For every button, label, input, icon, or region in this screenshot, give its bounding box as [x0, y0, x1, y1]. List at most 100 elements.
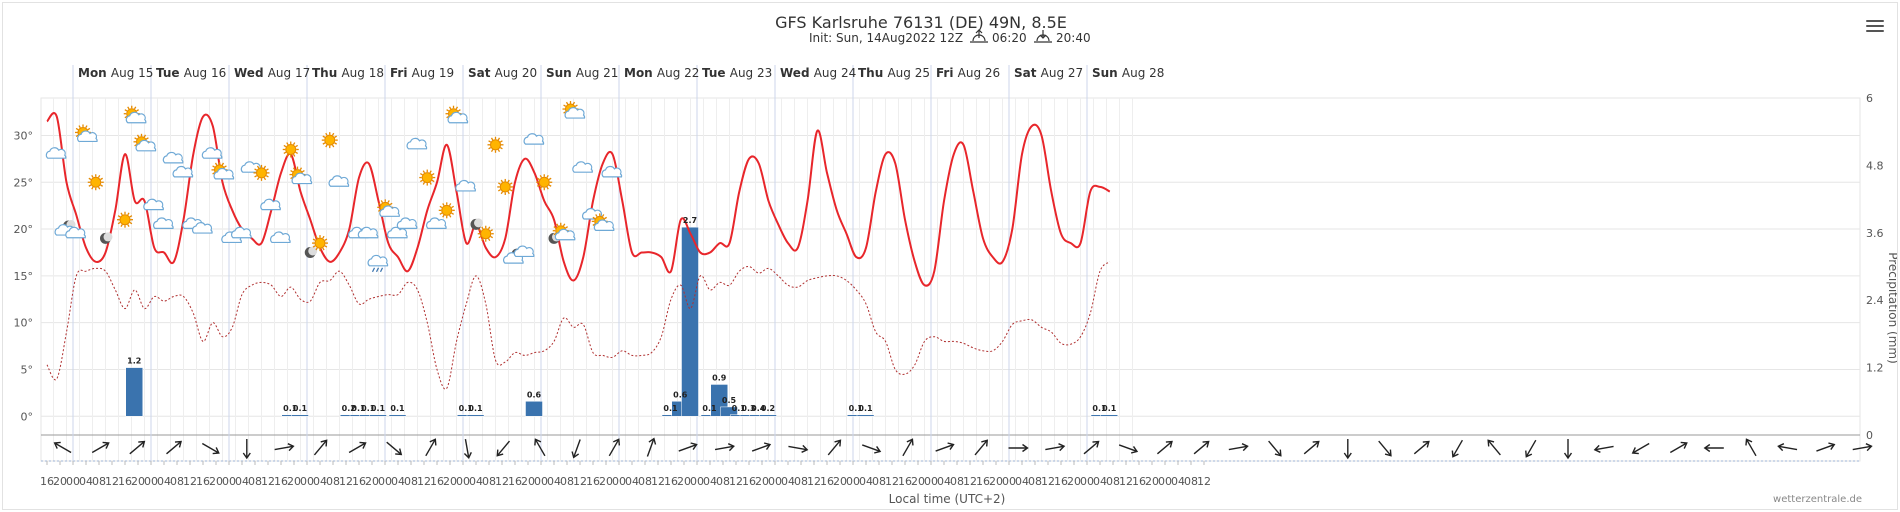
precip-bar-label: 0.6: [673, 390, 688, 399]
sun-ray: [301, 170, 305, 173]
wind-shaft: [55, 442, 72, 454]
hour-tick-label: 04: [1093, 475, 1107, 488]
wind-arrow-icon: [751, 442, 772, 452]
sun-ray: [324, 245, 328, 248]
hour-tick-label: 04: [937, 475, 951, 488]
wind-head: [1593, 444, 1601, 453]
sun-ray: [283, 144, 287, 148]
day-weekday: Sat: [1014, 66, 1041, 80]
precip-bar-label: 1.2: [127, 357, 141, 366]
sun-ray: [553, 226, 557, 229]
wind-shaft: [497, 440, 511, 456]
wind-shaft: [1413, 441, 1429, 455]
sun-icon: [419, 169, 436, 186]
sun-ray: [536, 177, 540, 181]
sun-ray: [263, 165, 267, 169]
sun-disc: [256, 167, 267, 179]
hour-tick-label: 08: [560, 475, 574, 488]
y-right-tick: 3.6: [1866, 227, 1884, 240]
day-label: Fri Aug 26: [936, 66, 1000, 80]
cloud-shape: [143, 198, 164, 211]
hour-tick-label: 00: [66, 475, 80, 488]
precip-bar-label: 0.1: [351, 404, 366, 413]
hour-tick-label: 12: [885, 475, 899, 488]
sun-ray: [387, 200, 390, 203]
precip-bar-label: 0.1: [858, 404, 873, 413]
sun-ray: [507, 191, 510, 195]
hour-tick-label: 04: [859, 475, 873, 488]
day-date: Aug 22: [657, 66, 700, 80]
hour-tick-label: 08: [170, 475, 184, 488]
sun-ray: [548, 184, 552, 187]
y-left-tick: 5°: [21, 363, 34, 376]
hour-tick-label: 20: [989, 475, 1003, 488]
precip-bar: [759, 414, 777, 417]
sun-ray: [265, 168, 269, 171]
sun-disc: [119, 214, 131, 226]
sun-icon: [87, 174, 104, 191]
sun-ray: [254, 175, 258, 178]
sun-ray: [429, 170, 432, 174]
hour-tick-label: 20: [209, 475, 223, 488]
sun-ray: [286, 153, 289, 157]
sun-ray: [377, 202, 381, 206]
precip-bar-label: 0.1: [702, 404, 717, 413]
wind-shaft: [1816, 444, 1834, 452]
wind-head: [648, 437, 657, 445]
wind-shaft: [827, 440, 841, 456]
hour-tick-label: 08: [404, 475, 418, 488]
sun-ray: [546, 186, 549, 190]
cloud-shape: [201, 147, 223, 159]
y-right-tick: 2.4: [1866, 294, 1884, 307]
y-right-tick: 6: [1866, 92, 1873, 105]
sun-disc: [441, 204, 453, 216]
sun-ray: [556, 223, 559, 227]
dewpoint-line: [46, 261, 1111, 390]
day-label: Wed Aug 17: [234, 66, 310, 80]
sun-ray: [134, 143, 138, 147]
hour-tick-label: 04: [547, 475, 561, 488]
wind-head: [690, 442, 698, 450]
sun-ray: [548, 177, 552, 181]
hour-tick-label: 16: [352, 475, 366, 488]
precip-bar: [388, 414, 407, 417]
wind-head: [1828, 442, 1836, 450]
precip-bar-label: 0.1: [371, 404, 386, 413]
wind-head: [801, 444, 809, 453]
wind-shaft: [535, 439, 546, 457]
wind-head: [834, 439, 842, 447]
wind-shaft: [201, 442, 219, 454]
wind-shaft: [608, 439, 619, 457]
sun-ray: [509, 182, 513, 185]
sun-ray: [97, 174, 101, 178]
day-label: Tue Aug 16: [156, 66, 226, 80]
cloud-icon: [387, 226, 408, 239]
hour-tick-label: 12: [261, 475, 275, 488]
sun-ray: [299, 167, 303, 171]
hour-tick-label: 20: [755, 475, 769, 488]
sun-ray: [490, 137, 494, 141]
sun-ray: [448, 203, 452, 206]
sun-ray: [134, 137, 138, 140]
hour-tick-label: 12: [1197, 475, 1211, 488]
sun-disc: [421, 172, 433, 184]
hamburger-menu-icon[interactable]: [1866, 20, 1884, 34]
day-label: Sat Aug 27: [1014, 66, 1083, 80]
sun-ray: [448, 214, 452, 218]
sun-ray: [136, 134, 140, 138]
sun-cloud-icon: [377, 199, 400, 217]
wind-shaft: [714, 445, 733, 451]
hour-tick-label: 04: [313, 475, 327, 488]
wind-arrow-icon: [1378, 440, 1392, 457]
sun-ray: [120, 224, 123, 227]
sun-ray: [446, 115, 450, 119]
wind-head: [571, 451, 580, 459]
sun-icon: [497, 178, 514, 195]
hour-tick-label: 00: [846, 475, 860, 488]
hour-tick-label: 16: [1132, 475, 1146, 488]
wind-shaft: [751, 444, 770, 452]
wind-head: [1487, 439, 1495, 447]
sun-ray: [256, 177, 260, 181]
hour-tick-label: 00: [378, 475, 392, 488]
wind-arrow-icon: [646, 437, 657, 457]
